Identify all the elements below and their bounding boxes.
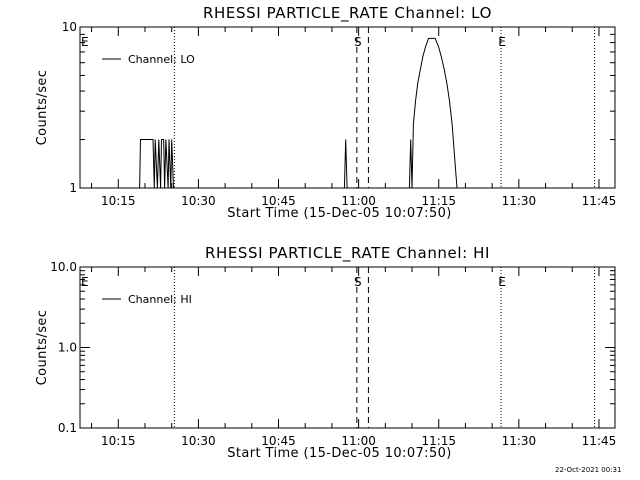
chart-panel-1: RHESSI PARTICLE_RATE Channel: LO Counts/s… xyxy=(35,4,616,221)
marker-label: E xyxy=(498,35,506,49)
x-axis-label: Start Time (15-Dec-05 10:07:50) xyxy=(227,206,452,221)
marker-label: E xyxy=(81,275,89,289)
x-tick-label: 11:30 xyxy=(502,194,537,208)
y-tick-label: 10 xyxy=(62,20,77,34)
x-tick-label: 10:15 xyxy=(101,434,136,448)
y-tick-label: 1.0 xyxy=(58,341,77,355)
y-tick-label: 0.1 xyxy=(58,421,77,435)
x-tick-label: 11:00 xyxy=(341,194,376,208)
chart-panel-2: RHESSI PARTICLE_RATE Channel: HI Counts/s… xyxy=(35,244,616,461)
x-tick-label: 10:45 xyxy=(261,194,296,208)
y-tick-label: 1 xyxy=(69,181,77,195)
chart-title: RHESSI PARTICLE_RATE Channel: LO xyxy=(203,4,492,23)
y-tick-label: 10.0 xyxy=(50,260,77,274)
x-tick-label: 10:15 xyxy=(101,194,136,208)
x-tick-label: 11:30 xyxy=(502,434,537,448)
marker-label: S xyxy=(354,275,362,289)
marker-label: E xyxy=(81,35,89,49)
plot-frame xyxy=(79,26,616,189)
x-tick-label: 11:45 xyxy=(582,194,617,208)
x-tick-label: 11:45 xyxy=(582,434,617,448)
chart-title: RHESSI PARTICLE_RATE Channel: HI xyxy=(205,244,490,263)
y-axis-label: Counts/sec xyxy=(35,310,50,386)
legend-label: Channel: LO xyxy=(128,53,195,66)
x-tick-label: 10:45 xyxy=(261,434,296,448)
plot-frame xyxy=(79,266,616,429)
x-axis-label: Start Time (15-Dec-05 10:07:50) xyxy=(227,446,452,461)
x-tick-label: 11:15 xyxy=(421,194,456,208)
footer-timestamp: 22-Oct-2021 00:31 xyxy=(555,466,622,474)
x-tick-label: 11:15 xyxy=(421,434,456,448)
x-tick-label: 11:00 xyxy=(341,434,376,448)
x-tick-label: 10:30 xyxy=(181,194,216,208)
marker-label: S xyxy=(354,35,362,49)
y-axis-label: Counts/sec xyxy=(35,70,50,146)
marker-label: E xyxy=(498,275,506,289)
x-tick-label: 10:30 xyxy=(181,434,216,448)
legend-label: Channel: HI xyxy=(128,293,192,306)
series-line xyxy=(80,37,615,189)
